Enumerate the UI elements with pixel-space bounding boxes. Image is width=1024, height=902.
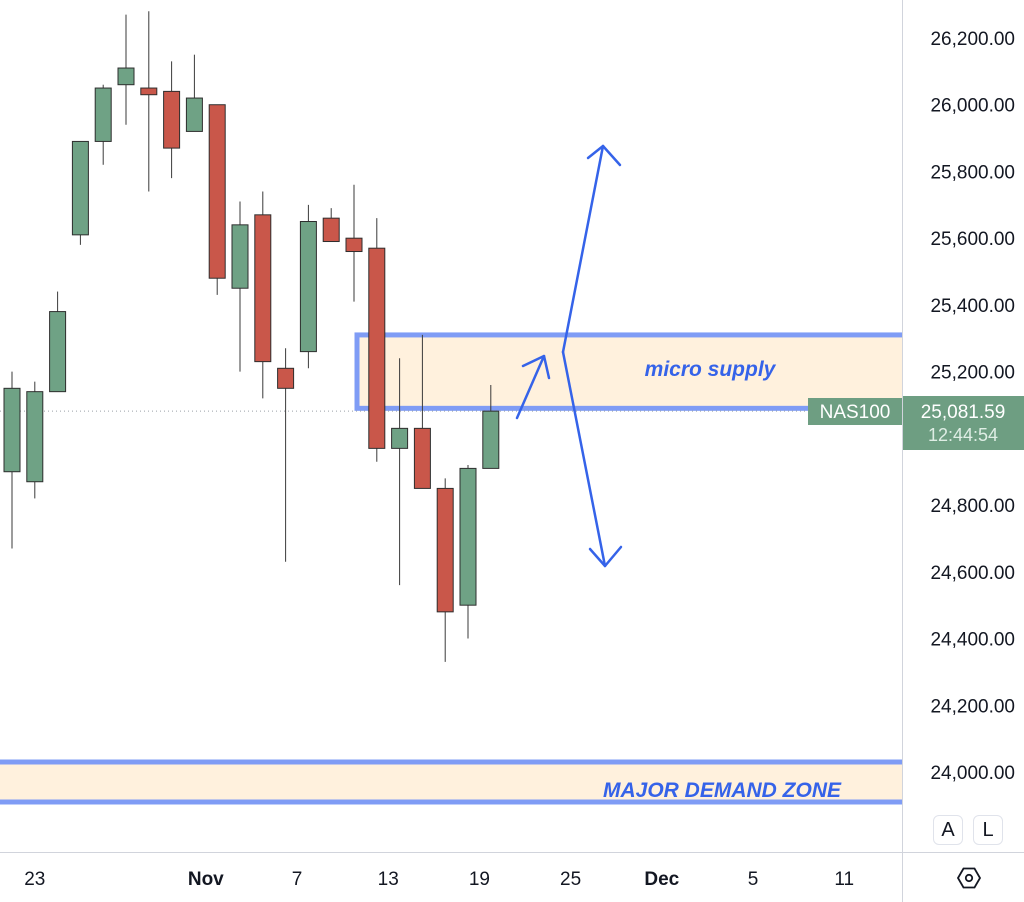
up-scenario-arrow (561, 144, 605, 354)
price-tick-label: 24,200.00 (930, 696, 1015, 717)
price-tick-label: 26,200.00 (930, 29, 1015, 50)
price-tick-label: 24,000.00 (930, 763, 1015, 784)
price-tick-label: 25,400.00 (930, 296, 1015, 317)
settings-icon[interactable] (956, 867, 982, 889)
candle-body (71, 140, 89, 236)
last-price-tag (903, 396, 1024, 450)
candle-body (231, 224, 249, 289)
micro-supply-label: micro supply (645, 358, 777, 381)
time-axis[interactable]: 23 Nov 7 13 19 25 Dec 5 11 (24, 869, 854, 890)
candle-body (163, 90, 181, 149)
last-price-value: 25,081.59 (921, 402, 1006, 423)
candle-body (94, 87, 112, 142)
down-scenario-arrow (561, 350, 607, 568)
auto-scale-button[interactable]: A (933, 815, 963, 845)
price-tick-label: 24,800.00 (930, 496, 1015, 517)
time-tick-label: 23 (24, 869, 45, 890)
candle-body (322, 217, 340, 243)
micro-supply-zone[interactable] (354, 332, 917, 411)
price-tick-label: 25,600.00 (930, 229, 1015, 250)
arrow-annotations (515, 144, 623, 568)
candle-body (117, 67, 135, 86)
candle-body (436, 487, 454, 613)
symbol-label: NAS100 (820, 402, 891, 423)
candle-body (140, 87, 158, 96)
time-tick-label: 5 (748, 869, 759, 890)
price-axis[interactable]: 26,200.00 26,000.00 25,800.00 25,600.00 25,4… (930, 29, 1015, 784)
candle-body (254, 214, 272, 363)
price-tick-label: 25,200.00 (930, 363, 1015, 384)
major-demand-zone[interactable] (0, 761, 902, 803)
bar-countdown: 12:44:54 (928, 425, 998, 445)
major-demand-label: MAJOR DEMAND ZONE (603, 779, 842, 802)
zones-layer (0, 332, 917, 805)
candle-body (391, 427, 409, 449)
price-tick-label: 25,800.00 (930, 162, 1015, 183)
symbol-label-bg (808, 398, 902, 425)
candle-body (368, 247, 386, 449)
time-tick-label: 13 (378, 869, 399, 890)
price-tick-label: 24,400.00 (930, 630, 1015, 651)
price-tick-label: 26,000.00 (930, 96, 1015, 117)
down-scenario-arrow-head (588, 545, 623, 568)
candle-body (413, 427, 431, 489)
candle-body (49, 311, 67, 393)
time-tick-label: 11 (834, 869, 854, 890)
candle-body (185, 97, 203, 132)
time-tick-label: 19 (469, 869, 490, 890)
time-tick-label: Dec (644, 869, 679, 890)
time-tick-label: 25 (560, 869, 581, 890)
candles-layer (3, 11, 500, 662)
candle-body (345, 237, 363, 253)
candle-body (208, 104, 226, 279)
log-scale-button[interactable]: L (973, 815, 1003, 845)
candle-body (3, 387, 21, 473)
small-up-arrow-head (521, 354, 551, 380)
price-tick-label: 24,600.00 (930, 563, 1015, 584)
candle-body (459, 467, 477, 606)
candle-body (277, 367, 295, 389)
candle-body (26, 391, 44, 483)
up-scenario-arrow-head (586, 144, 622, 167)
small-up-arrow (515, 354, 546, 420)
candle-body (482, 410, 500, 469)
time-tick-label: 7 (292, 869, 303, 890)
candle-body (299, 221, 317, 353)
time-tick-label: Nov (188, 869, 224, 890)
